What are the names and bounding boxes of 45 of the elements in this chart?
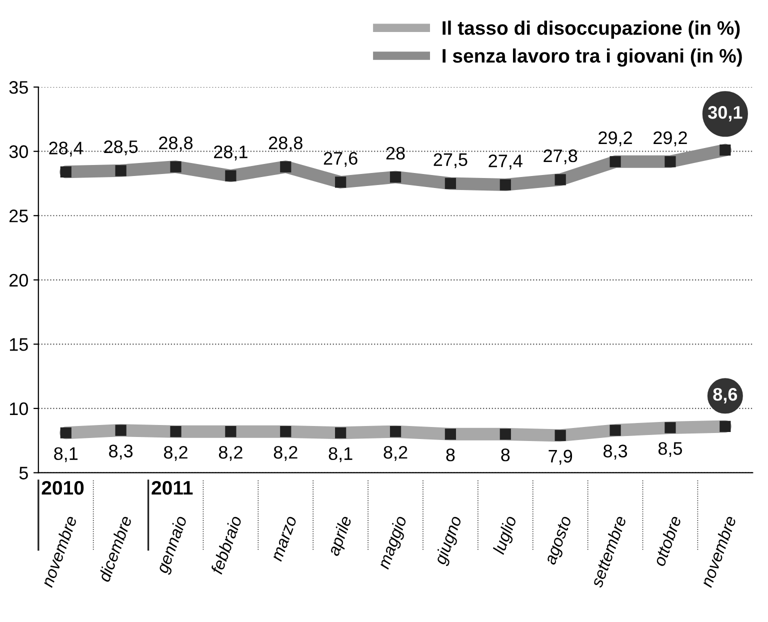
data-label: 28,8	[159, 136, 193, 152]
data-label: 28,5	[104, 140, 138, 156]
x-tick-label: aprile	[326, 514, 355, 558]
data-label: 8,3	[109, 444, 133, 460]
data-label: 30,1	[708, 106, 742, 122]
data-label: 8,1	[328, 447, 352, 462]
data-label: 28,8	[268, 136, 302, 152]
data-label: 27,4	[488, 154, 522, 170]
y-tick-label: 35	[9, 81, 28, 94]
data-label: 8	[501, 448, 510, 462]
data-label: 8,1	[54, 447, 78, 462]
y-tick-label: 5	[19, 466, 28, 480]
y-tick-label: 20	[10, 274, 28, 287]
legend-label: Il tasso di disoccupazione (in %)	[442, 20, 740, 39]
data-label: 28,1	[214, 146, 248, 160]
data-label: 8	[446, 448, 455, 462]
x-tick-label: agosto	[544, 515, 575, 566]
data-label: 29,2	[598, 131, 632, 146]
data-label: 8,2	[218, 446, 242, 461]
data-label: 8,6	[713, 388, 738, 404]
x-tick-label: maggio	[376, 514, 410, 571]
x-tick-label: gennaio	[155, 514, 190, 576]
data-label: 27,6	[324, 152, 358, 167]
data-label: 8,2	[384, 446, 408, 461]
data-label: 8,5	[658, 442, 682, 458]
data-label: 28,4	[49, 142, 83, 157]
x-tick-label: ottobre	[652, 514, 682, 567]
data-label: 29,2	[654, 131, 687, 146]
x-tick-label: giugno	[433, 514, 465, 567]
x-tick-label: marzo	[272, 516, 297, 562]
y-tick-label: 10	[10, 402, 28, 416]
data-label: 8,2	[274, 446, 298, 461]
y-tick-label: 25	[10, 210, 28, 222]
data-label: 8,2	[164, 446, 188, 461]
y-tick-label: 15	[10, 338, 28, 351]
data-label: 28	[386, 146, 405, 160]
x-tick-label: luglio	[492, 514, 520, 556]
legend-label: I senza lavoro tra i giovani (in %)	[442, 48, 742, 67]
data-label: 8,3	[604, 444, 628, 460]
data-label: 27,5	[434, 153, 468, 168]
data-label: 27,8	[544, 149, 578, 164]
y-tick-label: 30	[9, 145, 28, 158]
text: 2010	[42, 480, 84, 495]
text: 2011	[152, 480, 193, 495]
data-label: 7,9	[548, 450, 572, 465]
